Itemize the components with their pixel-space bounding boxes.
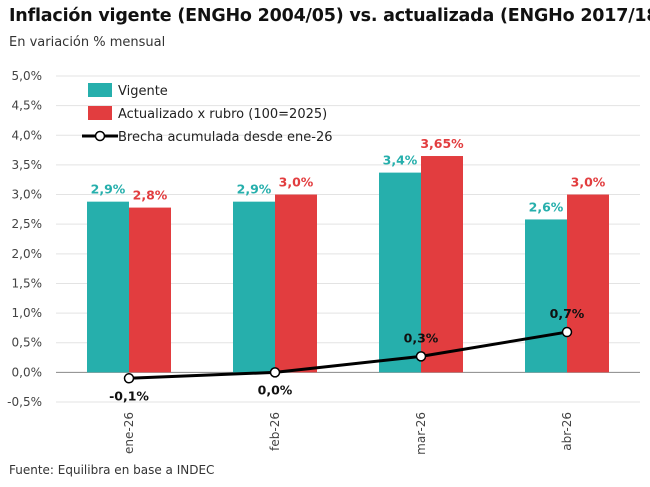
data-label-brecha: 0,7% <box>550 306 585 321</box>
bar-vigente <box>525 219 567 373</box>
x-tick-label: feb-26 <box>268 412 282 451</box>
brecha-point <box>123 373 135 384</box>
bar-vigente <box>233 201 275 373</box>
bar-actualizado <box>421 156 463 373</box>
data-label-vigente: 3,4% <box>383 153 418 168</box>
data-label-vigente: 2,9% <box>91 182 126 197</box>
legend-swatch-vigente <box>88 83 112 97</box>
bar-vigente <box>379 172 421 373</box>
data-label-brecha: 0,0% <box>258 382 293 397</box>
series-line-brecha <box>128 330 568 380</box>
x-tick-label: ene-26 <box>122 412 136 454</box>
data-label-vigente: 2,9% <box>237 182 272 197</box>
y-tick-label: 2,0% <box>12 247 43 261</box>
legend-label-vigente: Vigente <box>118 84 168 99</box>
bar-actualizado <box>129 207 171 373</box>
y-tick-label: 1,5% <box>12 276 43 290</box>
bar-vigente <box>87 201 129 373</box>
legend-label-actualizado: Actualizado x rubro (100=2025) <box>118 107 327 122</box>
y-tick-label: 5,0% <box>12 69 43 83</box>
y-tick-label: 0,5% <box>12 336 43 350</box>
y-tick-label: 3,0% <box>12 188 43 202</box>
legend-label-brecha: Brecha acumulada desde ene-26 <box>118 130 333 145</box>
legend-swatch-actualizado <box>88 106 112 120</box>
data-label-brecha: -0,1% <box>109 388 149 403</box>
chart-title: Inflación vigente (ENGHo 2004/05) vs. ac… <box>9 6 650 26</box>
data-label-vigente: 2,6% <box>529 199 564 214</box>
data-label-actualizado: 3,0% <box>279 175 314 190</box>
x-tick-label: abr-26 <box>560 412 574 451</box>
y-tick-label: 1,0% <box>12 306 43 320</box>
data-label-actualizado: 3,65% <box>420 136 464 151</box>
y-tick-label: 4,5% <box>12 99 43 113</box>
brecha-point <box>561 326 573 338</box>
brecha-point <box>415 351 427 362</box>
y-tick-label: -0,5% <box>7 395 42 409</box>
y-tick-label: 0,0% <box>12 365 43 379</box>
x-tick-label: mar-26 <box>414 412 428 455</box>
bar-actualizado <box>567 194 609 373</box>
brecha-point <box>269 367 281 378</box>
bar-actualizado <box>275 194 317 373</box>
source-note: Fuente: Equilibra en base a INDEC <box>9 463 215 477</box>
legend-swatch-brecha-marker <box>94 130 106 142</box>
data-label-brecha: 0,3% <box>404 330 439 345</box>
y-tick-label: 4,0% <box>12 128 43 142</box>
data-label-actualizado: 3,0% <box>571 175 606 190</box>
y-tick-label: 2,5% <box>12 217 43 231</box>
chart-subtitle: En variación % mensual <box>9 35 166 50</box>
y-tick-label: 3,5% <box>12 158 43 172</box>
data-label-actualizado: 2,8% <box>133 188 168 203</box>
